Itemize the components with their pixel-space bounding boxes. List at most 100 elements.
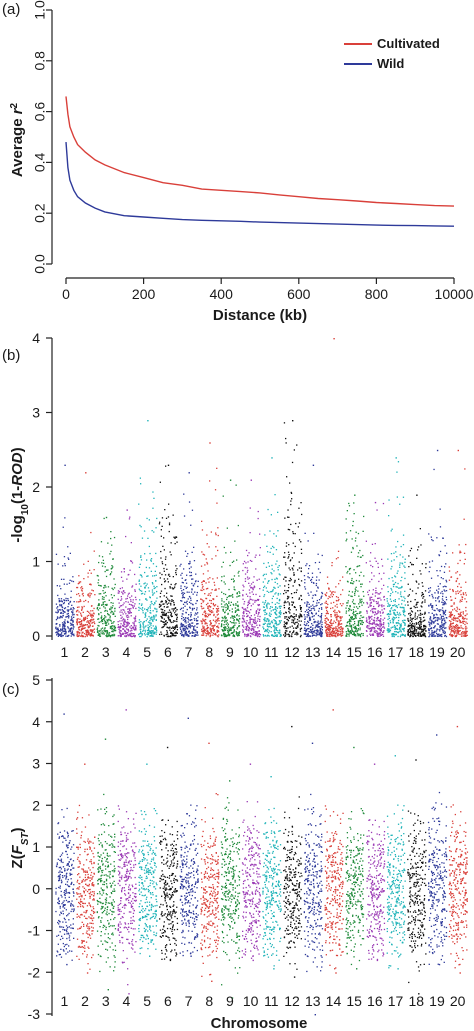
rod-point [357,628,359,630]
rod-point [159,633,161,636]
rod-point [383,626,385,628]
rod-point [273,619,275,621]
rod-point [324,593,326,595]
rod-point [316,602,318,604]
rod-point [379,612,382,614]
rod-point [359,598,361,600]
rod-point [373,628,375,630]
rod-point [265,600,267,602]
rod-point [111,622,113,624]
rod-point [271,564,273,567]
rod-point [397,570,399,572]
rod-point [221,623,223,625]
rod-point [380,634,382,636]
rod-point [361,604,363,606]
rod-point [306,609,308,611]
rod-point [289,612,291,614]
rod-point [311,616,313,618]
rod-point [300,570,302,573]
rod-point [379,629,381,631]
rod-point [361,623,363,626]
rod-point [346,602,348,604]
rod-point [311,572,314,574]
rod-point [263,562,265,565]
rod-point [89,569,91,571]
fst-point [60,894,62,896]
rod-point [122,580,124,582]
rod-point [89,583,91,585]
rod-point [435,630,438,632]
fst-point [67,914,69,916]
rod-point [68,582,71,584]
rod-point [225,634,227,637]
rod-point [161,613,164,615]
rod-point [235,610,237,613]
rod-point [411,632,414,634]
rod-point [336,611,338,614]
rod-point [379,635,381,637]
rod-point [465,614,467,617]
rod-point [196,600,198,602]
fst-point [60,854,63,856]
rod-point [170,595,172,597]
rod-point [201,620,203,623]
rod-point [287,597,289,599]
rod-point [211,589,213,591]
rod-point [207,570,209,572]
rod-point [399,554,401,556]
rod-point [208,546,210,548]
rod-point [337,630,339,632]
rod-point [64,611,66,613]
rod-point [443,623,445,625]
rod-point [76,635,78,637]
panel-b-chromosome-17-points [386,457,406,638]
rod-point [437,609,439,611]
ylabel-b-post: ) [9,447,26,452]
rod-point [445,586,447,588]
rod-point [156,608,158,610]
rod-point [56,628,59,630]
rod-point [312,627,314,629]
rod-point [59,617,61,619]
panel-b-chromosome-label: 1 [60,644,68,660]
rod-point [203,634,205,636]
rod-point [146,618,148,620]
rod-point [140,626,142,628]
rod-point [330,619,332,622]
rod-point [117,635,119,637]
rod-point [73,608,75,610]
rod-point [216,631,218,633]
rod-point [246,607,249,609]
rod-point [336,627,338,630]
rod-point [458,583,460,585]
rod-point [270,514,272,516]
rod-point [428,591,430,593]
fst-point [62,841,64,843]
rod-point [444,590,446,592]
rod-point [207,587,209,590]
rod-point [307,620,309,622]
rod-point [333,601,335,604]
rod-point [292,569,294,571]
rod-point [173,620,175,622]
rod-point [287,509,289,511]
rod-point [176,625,178,627]
rod-point [57,611,59,613]
rod-point [168,609,171,611]
rod-point [418,635,420,637]
rod-point [181,626,184,628]
rod-point [263,635,265,637]
rod-point [82,631,84,633]
rod-point [184,618,186,620]
rod-point [139,623,141,625]
rod-point [375,587,377,589]
rod-point [366,612,368,614]
rod-point [101,619,103,621]
rod-point [129,634,132,636]
rod-point [275,629,277,631]
rod-point [247,578,249,580]
rod-point [121,591,123,593]
rod-point [300,608,302,610]
rod-point [164,580,167,582]
rod-point [279,612,281,615]
